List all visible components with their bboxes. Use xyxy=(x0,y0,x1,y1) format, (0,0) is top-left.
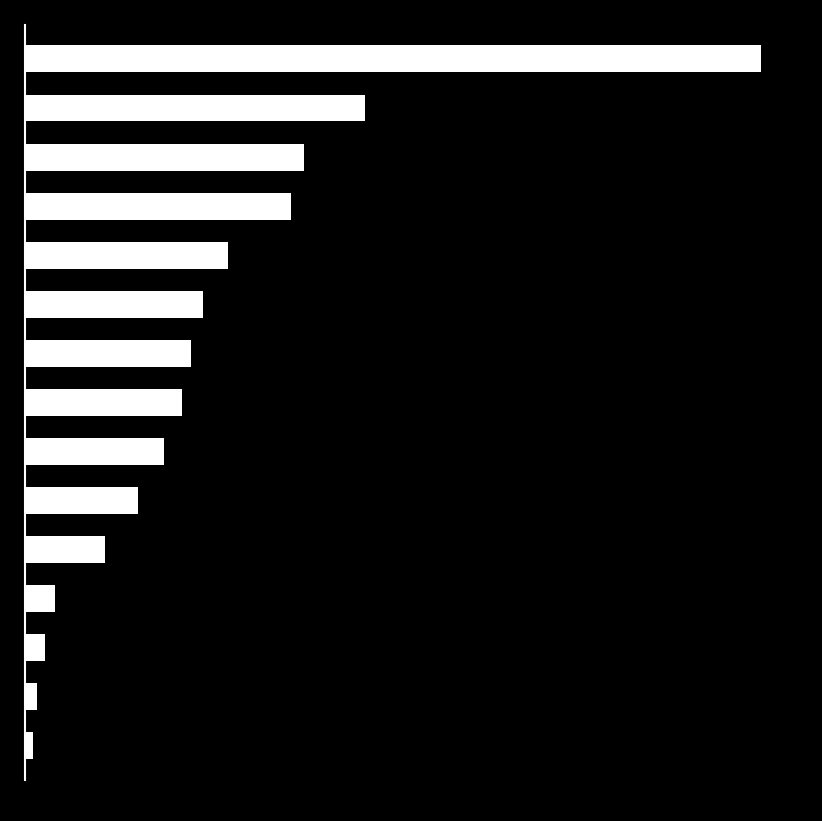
Bar xyxy=(25,241,229,268)
Bar xyxy=(25,634,44,661)
Bar xyxy=(25,291,203,318)
Bar xyxy=(25,487,138,514)
Bar xyxy=(25,94,365,122)
Bar xyxy=(25,340,191,367)
Bar xyxy=(25,585,55,612)
Bar xyxy=(25,438,164,465)
Bar xyxy=(25,144,304,171)
Bar xyxy=(25,732,33,759)
Bar xyxy=(25,389,182,415)
Bar xyxy=(25,683,37,710)
Bar xyxy=(25,536,104,563)
Bar xyxy=(25,45,760,72)
Bar xyxy=(25,193,291,219)
